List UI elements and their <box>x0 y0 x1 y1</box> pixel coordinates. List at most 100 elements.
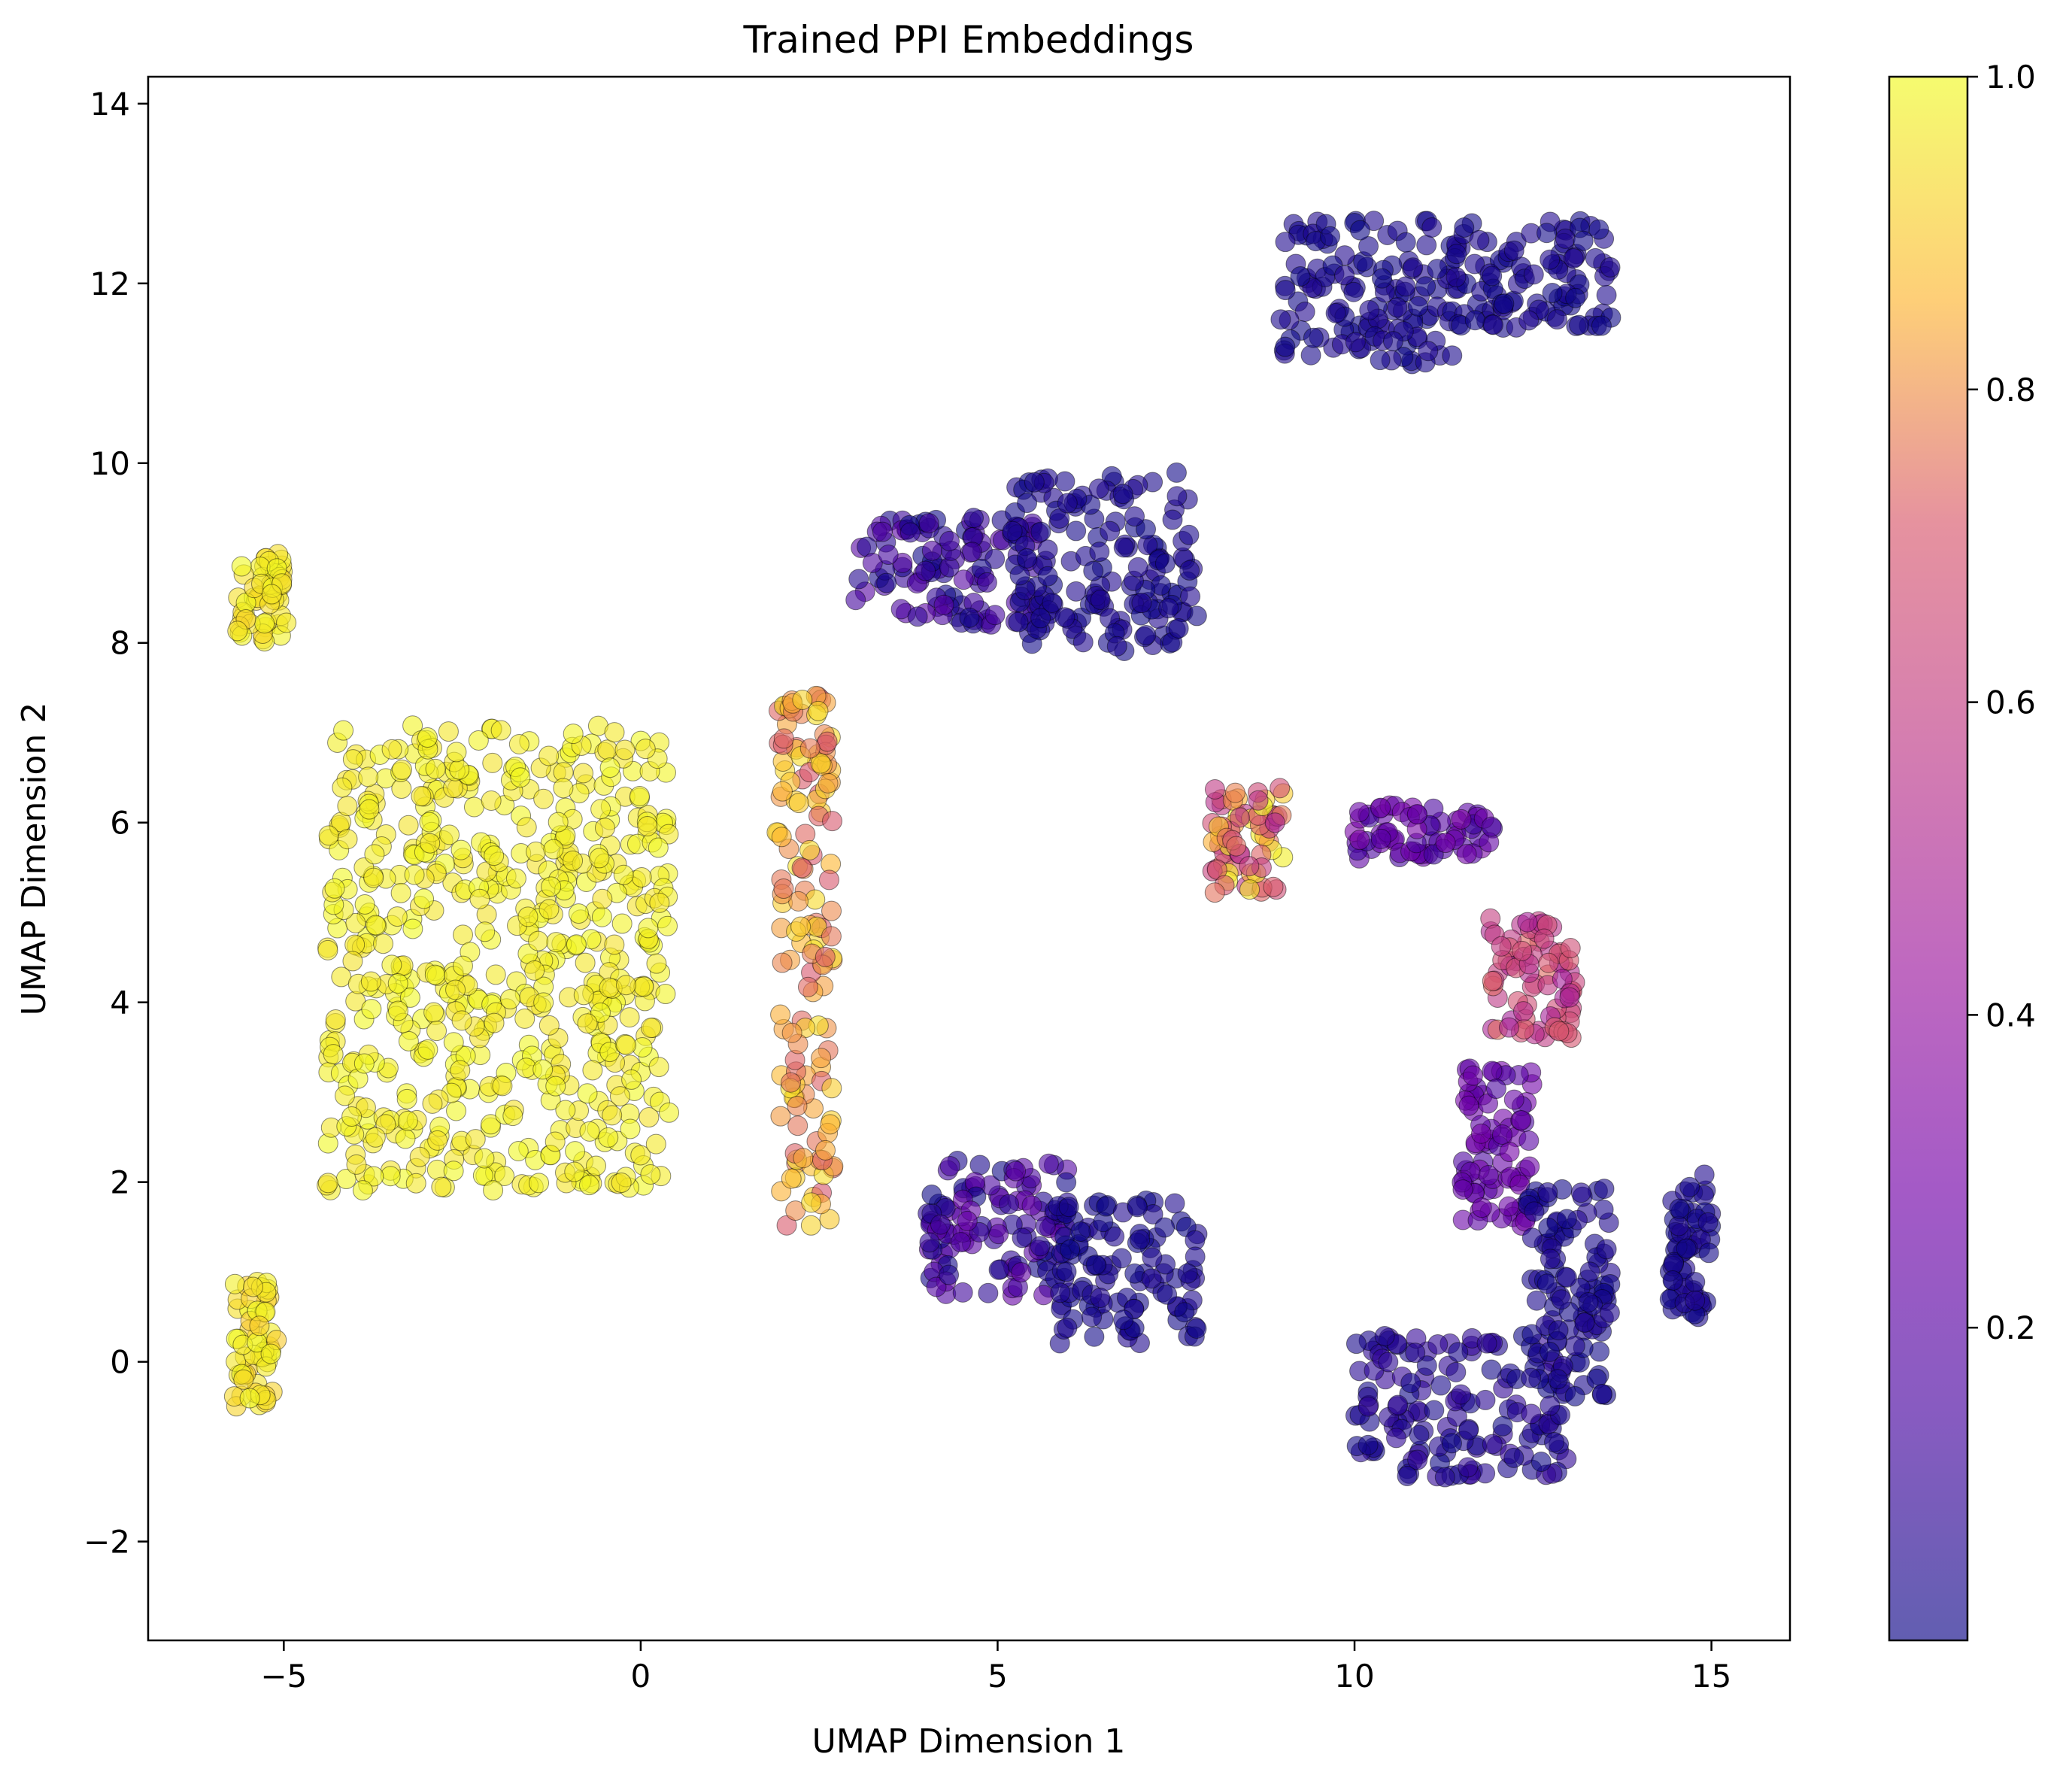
data-point-1339 <box>1546 309 1567 330</box>
data-point-1083 <box>1166 462 1187 483</box>
data-point-1494 <box>1456 844 1477 865</box>
data-point-1873 <box>1111 1248 1132 1269</box>
data-point-2183 <box>1698 1243 1719 1264</box>
data-point-1861 <box>1157 1284 1178 1305</box>
data-point-810 <box>800 1215 821 1236</box>
data-point-805 <box>821 1078 842 1099</box>
data-point-591 <box>492 1076 513 1097</box>
data-point-1654 <box>1452 1179 1473 1200</box>
data-point-1245 <box>1407 296 1428 317</box>
data-point-600 <box>532 1059 554 1080</box>
data-point-2191 <box>1676 1238 1697 1259</box>
data-point-471 <box>324 878 345 899</box>
data-point-407 <box>631 867 652 888</box>
data-point-968 <box>899 522 921 543</box>
data-point-979 <box>1030 521 1051 542</box>
data-point-311 <box>577 1083 598 1104</box>
data-point-1955 <box>1416 1355 1437 1376</box>
y-axis-ticks: −2 0 2 4 6 8 10 12 14 <box>83 86 148 1561</box>
data-point-546 <box>598 1127 619 1148</box>
data-point-567 <box>359 799 380 820</box>
data-point-528 <box>579 1175 600 1196</box>
x-tick-label-4: 15 <box>1691 1658 1731 1695</box>
data-point-657 <box>261 584 282 605</box>
data-point-1342 <box>1464 310 1485 331</box>
data-point-1866 <box>1057 1317 1078 1338</box>
data-point-2130 <box>1548 1320 1569 1341</box>
y-tick-label-3: 4 <box>110 985 130 1021</box>
data-point-226 <box>568 903 589 924</box>
data-point-337 <box>582 1060 603 1081</box>
data-point-552 <box>431 1176 452 1197</box>
data-point-1428 <box>1226 836 1247 857</box>
data-point-846 <box>817 731 838 752</box>
data-point-394 <box>366 915 387 936</box>
data-point-267 <box>409 1146 430 1167</box>
data-point-421 <box>613 864 634 885</box>
data-point-1080 <box>1113 537 1134 558</box>
data-point-408 <box>602 1105 623 1126</box>
data-point-1310 <box>1596 284 1617 305</box>
data-point-1350 <box>1563 248 1584 269</box>
data-point-1260 <box>1275 232 1296 253</box>
data-point-711 <box>233 1369 254 1390</box>
data-point-2004 <box>1345 1334 1367 1355</box>
data-point-1258 <box>1320 226 1341 247</box>
data-point-1623 <box>1482 1060 1503 1082</box>
data-point-645 <box>254 613 275 634</box>
data-point-1117 <box>1131 593 1152 614</box>
data-point-563 <box>417 727 438 748</box>
data-point-481 <box>538 899 560 920</box>
data-point-598 <box>446 742 467 763</box>
data-point-1253 <box>1387 297 1408 318</box>
x-axis-label: UMAP Dimension 1 <box>812 1722 1126 1761</box>
data-point-541 <box>555 1100 576 1121</box>
data-point-279 <box>331 966 352 988</box>
data-point-349 <box>633 976 654 997</box>
data-point-453 <box>445 979 466 1000</box>
data-point-944 <box>848 569 869 590</box>
data-point-518 <box>577 1013 598 1034</box>
data-point-430 <box>363 1166 384 1187</box>
data-point-505 <box>361 999 382 1020</box>
data-point-2128 <box>1594 1179 1615 1200</box>
data-point-472 <box>442 778 463 799</box>
data-points <box>223 211 1722 1488</box>
data-point-851 <box>781 1022 802 1043</box>
data-point-960 <box>876 572 897 593</box>
data-point-1750 <box>1038 1153 1059 1174</box>
data-point-962 <box>862 553 883 574</box>
data-point-501 <box>508 733 529 754</box>
data-point-1257 <box>1382 331 1403 352</box>
data-point-1417 <box>1224 782 1245 803</box>
data-point-278 <box>609 1086 630 1107</box>
data-point-840 <box>818 869 839 891</box>
data-point-1347 <box>1518 310 1540 331</box>
data-point-2049 <box>1593 1199 1614 1220</box>
y-tick-label-2: 2 <box>110 1164 130 1201</box>
data-point-2020 <box>1503 1447 1524 1468</box>
data-point-1872 <box>1177 1263 1198 1284</box>
data-point-504 <box>465 1129 486 1150</box>
data-point-2006 <box>1482 1434 1503 1455</box>
data-point-1567 <box>1538 952 1559 973</box>
data-point-418 <box>538 1015 560 1036</box>
data-point-1061 <box>1072 632 1094 653</box>
data-point-548 <box>468 730 489 751</box>
data-point-1305 <box>1454 217 1475 238</box>
x-axis-ticks: −5 0 5 10 15 <box>260 1640 1731 1695</box>
data-point-1497 <box>1435 833 1456 854</box>
data-point-1748 <box>999 1194 1020 1215</box>
x-tick-label-1: 0 <box>631 1658 651 1695</box>
data-point-2195 <box>1668 1215 1689 1236</box>
data-point-595 <box>417 1039 438 1060</box>
data-point-1938 <box>1475 1389 1496 1410</box>
data-point-486 <box>505 868 526 889</box>
data-point-554 <box>352 1180 373 1201</box>
data-point-573 <box>365 1127 386 1148</box>
data-point-1232 <box>1300 344 1321 366</box>
data-point-496 <box>590 1002 611 1023</box>
data-point-1208 <box>1395 276 1416 297</box>
data-point-861 <box>772 952 793 973</box>
data-point-569 <box>563 850 584 871</box>
